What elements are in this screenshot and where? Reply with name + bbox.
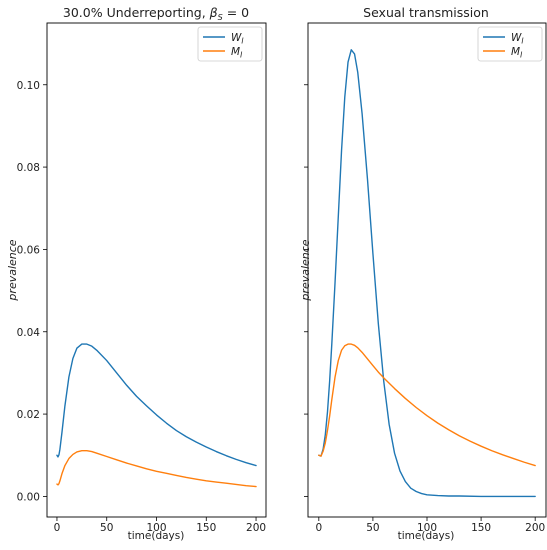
y-tick-label: 0.04 (17, 327, 41, 339)
y-tick-label: 0.02 (17, 409, 40, 421)
right-xlabel: time(days) (398, 530, 455, 542)
legend-label: MI (231, 46, 243, 60)
x-tick-label: 50 (100, 522, 113, 534)
legend-box (197, 26, 263, 62)
left-panel: 30.0% Underreporting, βS = 0 0 50 100 150 20… (6, 5, 267, 542)
x-tick-label: 100 (417, 522, 437, 534)
right-title: Sexual transmission (363, 5, 489, 20)
series-line-m-i (318, 343, 536, 467)
legend-label: MI (511, 46, 523, 60)
x-tick-label: 200 (246, 522, 266, 534)
x-tick-label: 100 (146, 522, 166, 534)
y-tick-label: 0.10 (17, 80, 40, 92)
series-line-w-i (318, 49, 536, 498)
x-tick-label: 0 (315, 522, 322, 534)
legend-box (477, 26, 543, 62)
x-tick-label: 200 (525, 522, 545, 534)
x-tick-label: 50 (366, 522, 379, 534)
series-line-m-i (56, 450, 257, 488)
series-line-w-i (56, 343, 257, 467)
right-ylabel: prevalence (299, 239, 312, 301)
x-tick-label: 0 (54, 522, 61, 534)
left-ylabel: prevalence (6, 239, 19, 301)
y-tick-label: 0.06 (17, 244, 41, 256)
legend-label: WI (231, 32, 244, 46)
x-tick-label: 150 (471, 522, 491, 534)
y-tick-label: 0.08 (17, 162, 40, 174)
legend-label: WI (511, 32, 524, 46)
left-xlabel: time(days) (128, 530, 185, 542)
x-tick-label: 150 (196, 522, 216, 534)
y-tick-label: 0.00 (17, 491, 40, 503)
left-title: 30.0% Underreporting, βS = 0 (63, 5, 249, 22)
